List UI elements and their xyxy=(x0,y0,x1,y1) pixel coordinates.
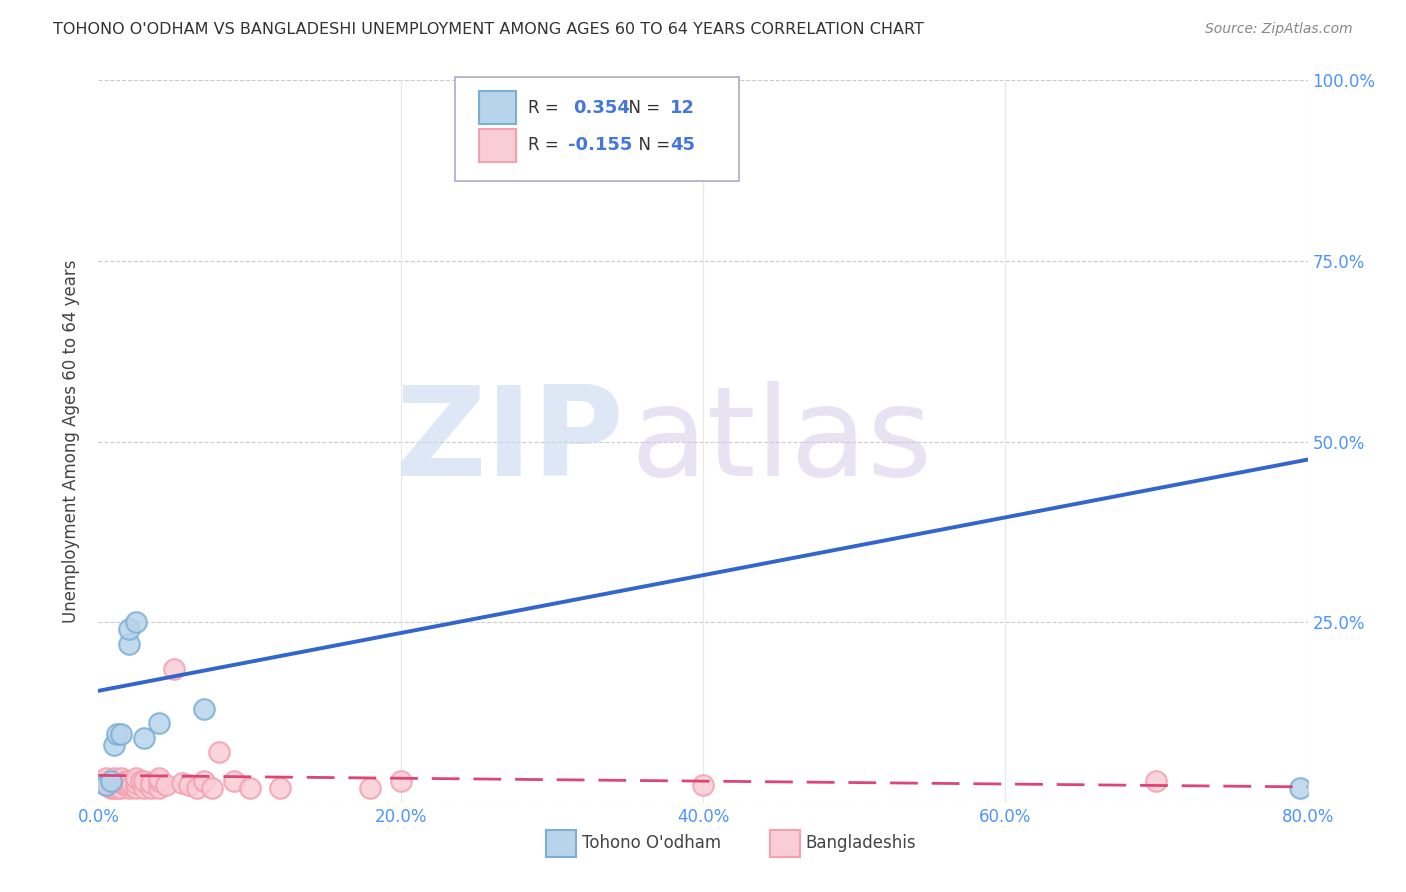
Point xyxy=(100,781,122,796)
Text: Bangladeshis: Bangladeshis xyxy=(806,833,917,852)
Point xyxy=(132,781,155,796)
Point xyxy=(129,774,152,789)
Point xyxy=(208,745,231,759)
Text: Tohono O'odham: Tohono O'odham xyxy=(582,833,721,852)
Point xyxy=(148,771,170,785)
Point xyxy=(141,775,163,789)
Point xyxy=(239,781,262,796)
Point xyxy=(692,778,714,792)
Point xyxy=(193,774,215,789)
Point xyxy=(360,781,382,796)
Point xyxy=(94,771,117,785)
Point xyxy=(118,774,141,789)
Point xyxy=(1144,774,1167,789)
Point xyxy=(148,774,170,789)
Text: -0.155: -0.155 xyxy=(568,136,631,154)
Point xyxy=(269,781,291,796)
Point xyxy=(1289,781,1312,796)
Point xyxy=(132,731,155,745)
Point xyxy=(201,781,224,796)
Point xyxy=(186,781,208,796)
Point xyxy=(118,781,141,796)
Text: N =: N = xyxy=(619,99,665,117)
Bar xyxy=(546,830,576,857)
Point xyxy=(224,774,246,789)
Point xyxy=(125,771,148,785)
Text: Source: ZipAtlas.com: Source: ZipAtlas.com xyxy=(1205,22,1353,37)
Y-axis label: Unemployment Among Ages 60 to 64 years: Unemployment Among Ages 60 to 64 years xyxy=(62,260,80,624)
Bar xyxy=(769,830,800,857)
Point xyxy=(103,771,125,785)
Point xyxy=(103,781,125,796)
Text: 12: 12 xyxy=(671,99,696,117)
Point xyxy=(100,774,122,789)
Text: 45: 45 xyxy=(671,136,696,154)
Point xyxy=(94,778,117,792)
Text: 0.354: 0.354 xyxy=(574,99,630,117)
Text: R =: R = xyxy=(527,99,564,117)
Point xyxy=(125,775,148,789)
Text: N =: N = xyxy=(628,136,675,154)
Point xyxy=(125,781,148,796)
Point xyxy=(100,774,122,789)
Point xyxy=(103,778,125,792)
Point xyxy=(163,662,186,676)
Text: atlas: atlas xyxy=(630,381,932,502)
Bar xyxy=(479,92,516,124)
Point xyxy=(148,716,170,731)
Point xyxy=(94,774,117,789)
Point xyxy=(118,637,141,651)
Point xyxy=(118,778,141,792)
Point xyxy=(179,778,201,792)
Point xyxy=(110,771,132,785)
Text: R =: R = xyxy=(527,136,564,154)
Point xyxy=(105,727,128,741)
Point xyxy=(114,774,136,789)
Text: ZIP: ZIP xyxy=(395,381,624,502)
Point xyxy=(110,781,132,796)
Point xyxy=(105,774,128,789)
Point xyxy=(110,775,132,789)
Point xyxy=(125,615,148,630)
Point xyxy=(114,778,136,792)
Point xyxy=(105,781,128,796)
Point xyxy=(141,781,163,796)
Point xyxy=(121,778,143,792)
Point xyxy=(103,738,125,752)
Point xyxy=(132,774,155,789)
Point xyxy=(155,778,177,792)
Point xyxy=(110,727,132,741)
Point xyxy=(118,623,141,637)
Point xyxy=(389,774,412,789)
Point xyxy=(170,775,193,789)
FancyBboxPatch shape xyxy=(456,77,740,181)
Bar xyxy=(479,129,516,161)
Point xyxy=(193,702,215,716)
Point xyxy=(94,778,117,792)
Text: TOHONO O'ODHAM VS BANGLADESHI UNEMPLOYMENT AMONG AGES 60 TO 64 YEARS CORRELATION: TOHONO O'ODHAM VS BANGLADESHI UNEMPLOYME… xyxy=(53,22,924,37)
Point xyxy=(148,781,170,796)
